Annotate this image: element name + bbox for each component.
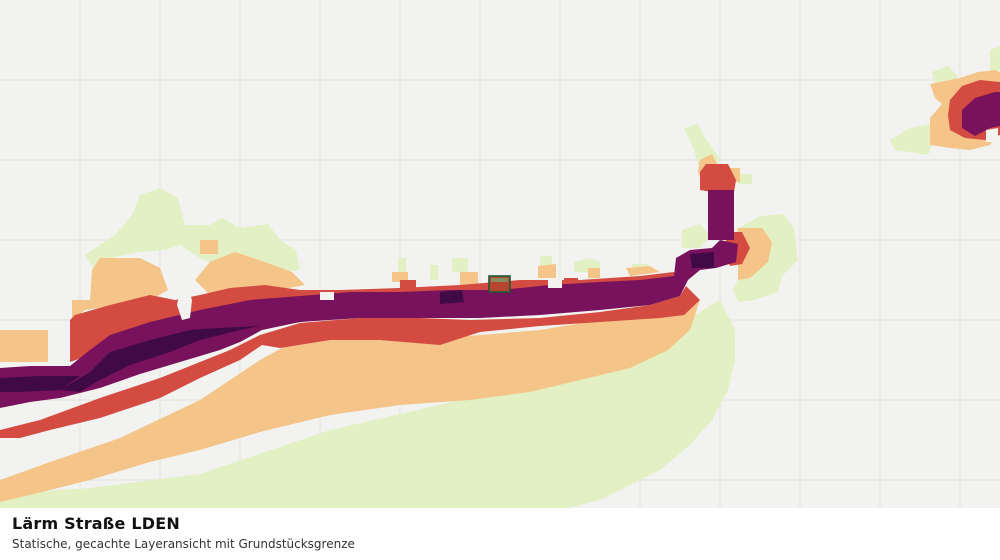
layer-subtitle: Statische, gecachte Layeransicht mit Gru…: [12, 537, 355, 551]
parcel-boundary-inner: [491, 278, 508, 282]
map-caption: Lärm Straße LDEN Statische, gecachte Lay…: [0, 508, 1000, 560]
layer-title: Lärm Straße LDEN: [12, 514, 180, 533]
map-white-gaps: [177, 128, 998, 320]
noise-class-5-area: [0, 252, 714, 392]
